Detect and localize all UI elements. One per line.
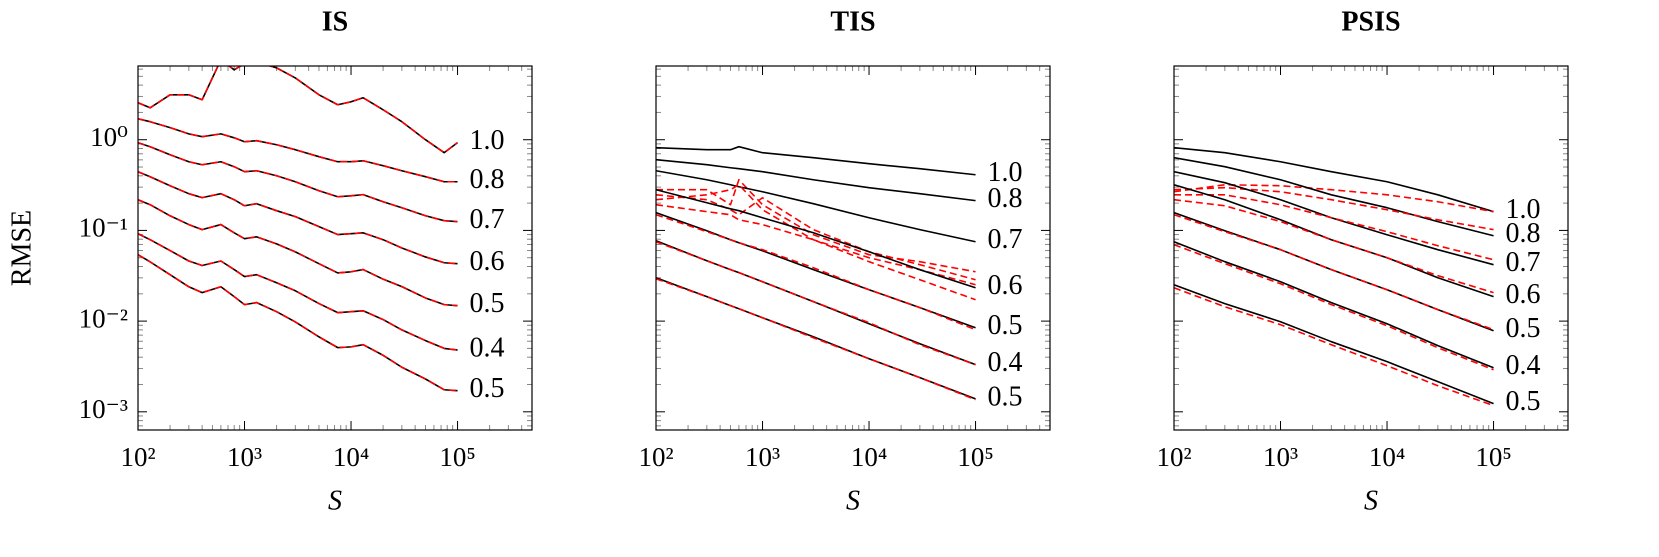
- series-label: 0.6: [1506, 279, 1541, 310]
- solid-line: [656, 169, 976, 243]
- series-label: 0.8: [988, 183, 1023, 214]
- series-label: 0.8: [1506, 218, 1541, 249]
- series-label: 0.8: [470, 164, 505, 195]
- x-axis-label: S: [846, 485, 860, 516]
- x-tick-label: 10²: [1156, 442, 1191, 472]
- series-label: 1.0: [988, 157, 1023, 188]
- dashed-line: [1174, 183, 1494, 213]
- dashed-line: [138, 141, 458, 223]
- series-label: 0.4: [470, 332, 505, 363]
- x-tick-label: 10⁵: [957, 442, 993, 472]
- x-tick-label: 10²: [120, 442, 155, 472]
- solid-line: [1174, 146, 1494, 213]
- series-label: 0.5: [988, 310, 1023, 341]
- series-label: 0.5: [470, 373, 505, 404]
- y-tick-label: 10⁻²: [79, 303, 128, 333]
- dashed-line: [656, 183, 976, 286]
- solid-line: [656, 158, 976, 202]
- x-axis-label: S: [328, 485, 342, 516]
- dashed-line: [1174, 198, 1494, 294]
- dashed-line: [1174, 287, 1494, 407]
- dashed-line: [656, 178, 976, 273]
- chart-title: IS: [322, 6, 348, 37]
- series-group: [656, 145, 976, 401]
- dashed-line: [138, 118, 458, 183]
- series-label: 0.6: [988, 270, 1023, 301]
- dashed-line: [138, 66, 459, 154]
- plot-frame: [137, 65, 533, 431]
- x-tick-label: 10⁴: [1369, 442, 1405, 472]
- plot-frame: [1173, 65, 1569, 431]
- dashed-line: [1174, 186, 1494, 231]
- dashed-line: [1174, 213, 1494, 331]
- series-label: 0.6: [470, 246, 505, 277]
- solid-line: [1174, 283, 1494, 405]
- dashed-line: [138, 198, 458, 307]
- chart-title: PSIS: [1341, 6, 1400, 37]
- chart-title: TIS: [830, 6, 875, 37]
- solid-line: [656, 188, 976, 289]
- series-label: 1.0: [470, 125, 505, 156]
- solid-line: [138, 66, 459, 154]
- series-label: 0.5: [988, 381, 1023, 412]
- solid-line: [1174, 183, 1494, 298]
- x-axis-label: S: [1364, 485, 1378, 516]
- plot-frame: [655, 65, 1051, 431]
- series-label: 0.5: [1506, 386, 1541, 417]
- dashed-line: [656, 213, 976, 331]
- y-axis-label: RMSE: [6, 210, 37, 286]
- series-group: [1174, 146, 1494, 407]
- y-tick-label: 10⁻³: [79, 394, 128, 424]
- y-tick-label: 10⁰: [90, 122, 128, 152]
- dashed-line: [138, 254, 458, 392]
- x-tick-label: 10⁵: [1475, 442, 1511, 472]
- x-tick-label: 10⁴: [333, 442, 369, 472]
- series-label: 0.7: [470, 204, 505, 235]
- dashed-line: [656, 241, 976, 366]
- x-tick-label: 10³: [745, 442, 780, 472]
- series-group: [138, 66, 459, 392]
- series-label: 1.0: [1506, 194, 1541, 225]
- dashed-line: [656, 194, 976, 281]
- dashed-line: [656, 203, 976, 301]
- x-tick-label: 10²: [638, 442, 673, 472]
- solid-line: [1174, 241, 1494, 369]
- x-tick-label: 10⁴: [851, 442, 887, 472]
- y-tick-label: 10⁻¹: [79, 213, 128, 243]
- series-label: 0.4: [1506, 350, 1541, 381]
- solid-line: [138, 198, 458, 307]
- x-tick-label: 10³: [227, 442, 262, 472]
- dashed-line: [656, 278, 976, 401]
- dashed-line: [138, 232, 458, 351]
- series-label: 0.7: [988, 224, 1023, 255]
- dashed-line: [1174, 243, 1494, 371]
- dashed-line: [1174, 194, 1494, 261]
- dashed-line: [138, 170, 458, 265]
- solid-line: [656, 145, 976, 176]
- solid-line: [1174, 156, 1494, 237]
- panel: 10⁻³ 10⁻² 10⁻¹ 10⁰ 10² 10³ 10⁴ 10⁵ 1.0 0.8 0.7 0.6 0…: [6, 6, 533, 516]
- x-tick-label: 10⁵: [439, 442, 475, 472]
- series-label: 0.5: [470, 288, 505, 319]
- x-tick-label: 10³: [1263, 442, 1298, 472]
- series-label: 0.7: [1506, 247, 1541, 278]
- series-label: 0.5: [1506, 313, 1541, 344]
- series-label: 0.4: [988, 347, 1023, 378]
